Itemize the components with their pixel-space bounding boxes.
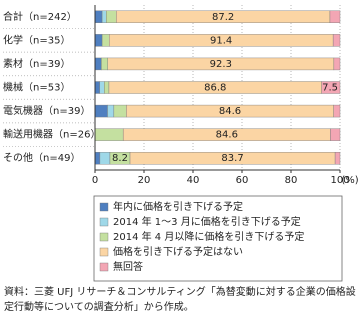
bar-segment (101, 10, 107, 23)
bar-segment (101, 34, 110, 47)
value-label: 7.5 (322, 83, 338, 94)
legend-swatch (99, 262, 109, 272)
y-tick-label: 機械（n=53） (3, 81, 70, 94)
legend-label: 価格を引き下げる予定はない (113, 245, 243, 258)
legend-box (93, 195, 343, 282)
bar-segment (94, 81, 100, 94)
y-tick-label: その他（n=49） (3, 151, 80, 164)
legend-label: 2014 年 4 月以降に価格を引き下げる予定 (113, 230, 304, 243)
bar-segment (332, 34, 341, 47)
legend-swatch (99, 232, 109, 242)
y-tick-label: 輸送用機器（n=26） (3, 128, 100, 141)
bar-segment (94, 128, 124, 141)
value-label: 87.2 (212, 12, 234, 23)
x-tick-label: 60 (236, 175, 249, 186)
bar-segment (94, 57, 102, 71)
bar-segment (94, 152, 101, 165)
bar-segment (94, 10, 103, 23)
x-tick-label: 20 (138, 175, 151, 186)
legend-swatch (99, 202, 109, 212)
chart: 0 20 40 60 80 100(%) 合計（n=242） 87.2 化学（n=35） 91.4… (3, 5, 359, 282)
bar-segment (99, 152, 111, 165)
bar-segment (99, 81, 105, 94)
y-tick-label: 電気機器（n=39） (3, 104, 90, 117)
bar-segment (334, 152, 341, 165)
legend-label: 年内に価格を引き下げる予定 (113, 200, 243, 213)
legend-swatch (99, 217, 109, 227)
x-tick-label: 80 (285, 175, 298, 186)
bar-segment (94, 34, 103, 47)
bar-segment (333, 57, 341, 71)
bar-segment (333, 104, 341, 118)
bar-segment (321, 81, 341, 94)
bar-segment (104, 81, 110, 94)
value-label: 92.3 (210, 59, 232, 70)
value-label: 8.2 (112, 153, 128, 164)
x-tick-label: 40 (187, 175, 200, 186)
value-label: 84.6 (219, 106, 241, 117)
legend-swatch (99, 247, 109, 257)
bar-segment (106, 10, 117, 23)
x-tick-label: 0 (92, 175, 98, 186)
bar-segment (329, 10, 341, 23)
bar-segment (94, 104, 108, 118)
value-label: 86.8 (204, 83, 226, 94)
bar-segment (113, 104, 127, 118)
legend-label: 2014 年 1～3 月に価格を引き下げる予定 (113, 215, 301, 228)
x-unit: (%) (341, 175, 358, 186)
legend-label: 無回答 (113, 260, 143, 273)
y-tick-label: 化学（n=35） (3, 33, 70, 46)
bar-segment (107, 104, 115, 118)
value-label: 84.6 (216, 130, 238, 141)
source-note: 資料：三菱 UFJ リサーチ＆コンサルティング「為替変動に対する企業の価格設定行… (4, 287, 356, 313)
y-tick-label: 合計（n=242） (3, 10, 77, 23)
y-tick-label: 素材（n=39） (3, 57, 70, 70)
x-tick-label: 100 (330, 175, 349, 186)
value-label: 91.4 (210, 35, 232, 46)
bar-segment (101, 57, 108, 71)
value-label: 83.7 (221, 153, 243, 164)
bar-segment (330, 128, 341, 141)
